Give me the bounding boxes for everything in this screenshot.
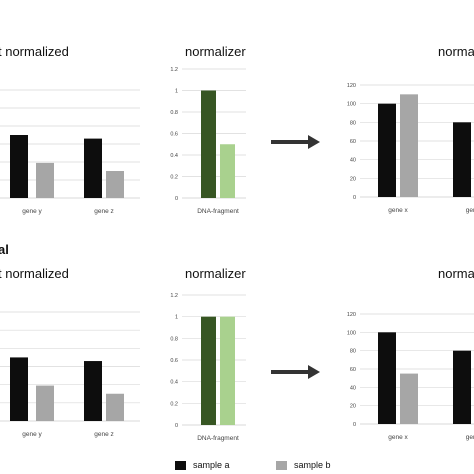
top-right-ytick-label: 60 (350, 139, 356, 145)
bottom-right-ytick-label: 20 (350, 404, 356, 410)
top-right-bar-sample-a-gene-x (378, 103, 396, 197)
chart-title-bottom-right: norma (438, 266, 474, 281)
bottom-normalizer-ytick-label: 0.2 (170, 401, 178, 407)
top-normalizer-bar-sample-a-DNA-fragment (201, 90, 216, 198)
top-right-category-label: gene (466, 207, 474, 214)
bottom-right-ytick-label: 120 (347, 312, 356, 318)
bottom-left-bar-sample-b-gene-y (36, 385, 54, 421)
bottom-right-bar-sample-b-gene-x (400, 373, 418, 424)
top-right-bar-sample-b-gene-x (400, 94, 418, 197)
top-right-bar-sample-a-gene (453, 122, 471, 197)
bottom-normalizer-ytick-label: 1.2 (170, 293, 178, 299)
bottom-right-bar-sample-a-gene (453, 350, 471, 424)
top-left-category-label: gene z (94, 208, 114, 215)
top-right-ytick-label: 0 (353, 195, 356, 201)
chart-title-bottom-normalizer: normalizer (185, 266, 246, 281)
legend-sample-a: sample a (175, 460, 230, 470)
top-left-category-label: gene y (22, 208, 42, 215)
chart-title-top-right: norma (438, 44, 474, 59)
bottom-right-category-label: gene (466, 434, 474, 441)
bottom-normalizer-category-label: DNA-fragment (197, 435, 239, 442)
top-normalizer-category-label: DNA-fragment (197, 208, 239, 215)
chart-title-bottom-left: t normalized (0, 266, 69, 281)
top-right-ytick-label: 40 (350, 158, 356, 164)
legend-sample-b: sample b (276, 460, 331, 470)
bottom-normalizer-ytick-label: 0.4 (170, 380, 178, 386)
arrow-bottom-head (308, 365, 320, 379)
top-right-category-label: gene x (388, 207, 408, 214)
bottom-left-bar-sample-b-gene-z (106, 393, 124, 421)
bottom-left-bar-sample-a-gene-y (10, 357, 28, 421)
section-label-bottom: al (0, 242, 9, 257)
bottom-normalizer-bar-sample-a-DNA-fragment (201, 316, 216, 425)
bottom-right-ytick-label: 100 (347, 330, 356, 336)
bottom-left-category-label: gene y (22, 431, 42, 438)
legend-swatch-sample-a (175, 460, 186, 470)
bottom-left-category-label: gene z (94, 431, 114, 438)
top-left-bar-sample-a-gene-z (84, 138, 102, 198)
bottom-normalizer-ytick-label: 0 (175, 423, 178, 429)
top-normalizer-ytick-label: 0.6 (170, 132, 178, 138)
top-normalizer-bar-sample-b-DNA-fragment (220, 144, 235, 198)
top-normalizer-ytick-label: 0.2 (170, 175, 178, 181)
bottom-normalizer-ytick-label: 0.6 (170, 358, 178, 364)
bottom-normalizer-ytick-label: 1 (175, 315, 178, 321)
legend-label-sample-a: sample a (193, 460, 230, 470)
top-left-bar-sample-b-gene-y (36, 162, 54, 198)
top-normalizer-ytick-label: 0.8 (170, 110, 178, 116)
bottom-right-ytick-label: 0 (353, 422, 356, 428)
legend-swatch-sample-b (276, 460, 287, 470)
top-right-ytick-label: 80 (350, 120, 356, 126)
top-normalizer-ytick-label: 1.2 (170, 67, 178, 73)
bottom-right-category-label: gene x (388, 434, 408, 441)
top-right-ytick-label: 100 (347, 102, 356, 108)
bottom-normalizer-bar-sample-b-DNA-fragment (220, 316, 235, 425)
arrow-top-head (308, 135, 320, 149)
bottom-right-ytick-label: 60 (350, 367, 356, 373)
top-normalizer-ytick-label: 1 (175, 89, 178, 95)
bottom-right-ytick-label: 40 (350, 385, 356, 391)
bottom-normalizer-ytick-label: 0.8 (170, 336, 178, 342)
top-right-ytick-label: 120 (347, 83, 356, 89)
top-normalizer-ytick-label: 0.4 (170, 153, 178, 159)
chart-title-top-normalizer: normalizer (185, 44, 246, 59)
chart-title-top-left: t normalized (0, 44, 69, 59)
top-left-bar-sample-a-gene-y (10, 135, 28, 198)
top-left-bar-sample-b-gene-z (106, 171, 124, 198)
top-right-ytick-label: 20 (350, 176, 356, 182)
legend-label-sample-b: sample b (294, 460, 331, 470)
bottom-right-ytick-label: 80 (350, 349, 356, 355)
bottom-left-bar-sample-a-gene-z (84, 361, 102, 421)
bottom-right-bar-sample-a-gene-x (378, 332, 396, 424)
top-normalizer-ytick-label: 0 (175, 196, 178, 202)
